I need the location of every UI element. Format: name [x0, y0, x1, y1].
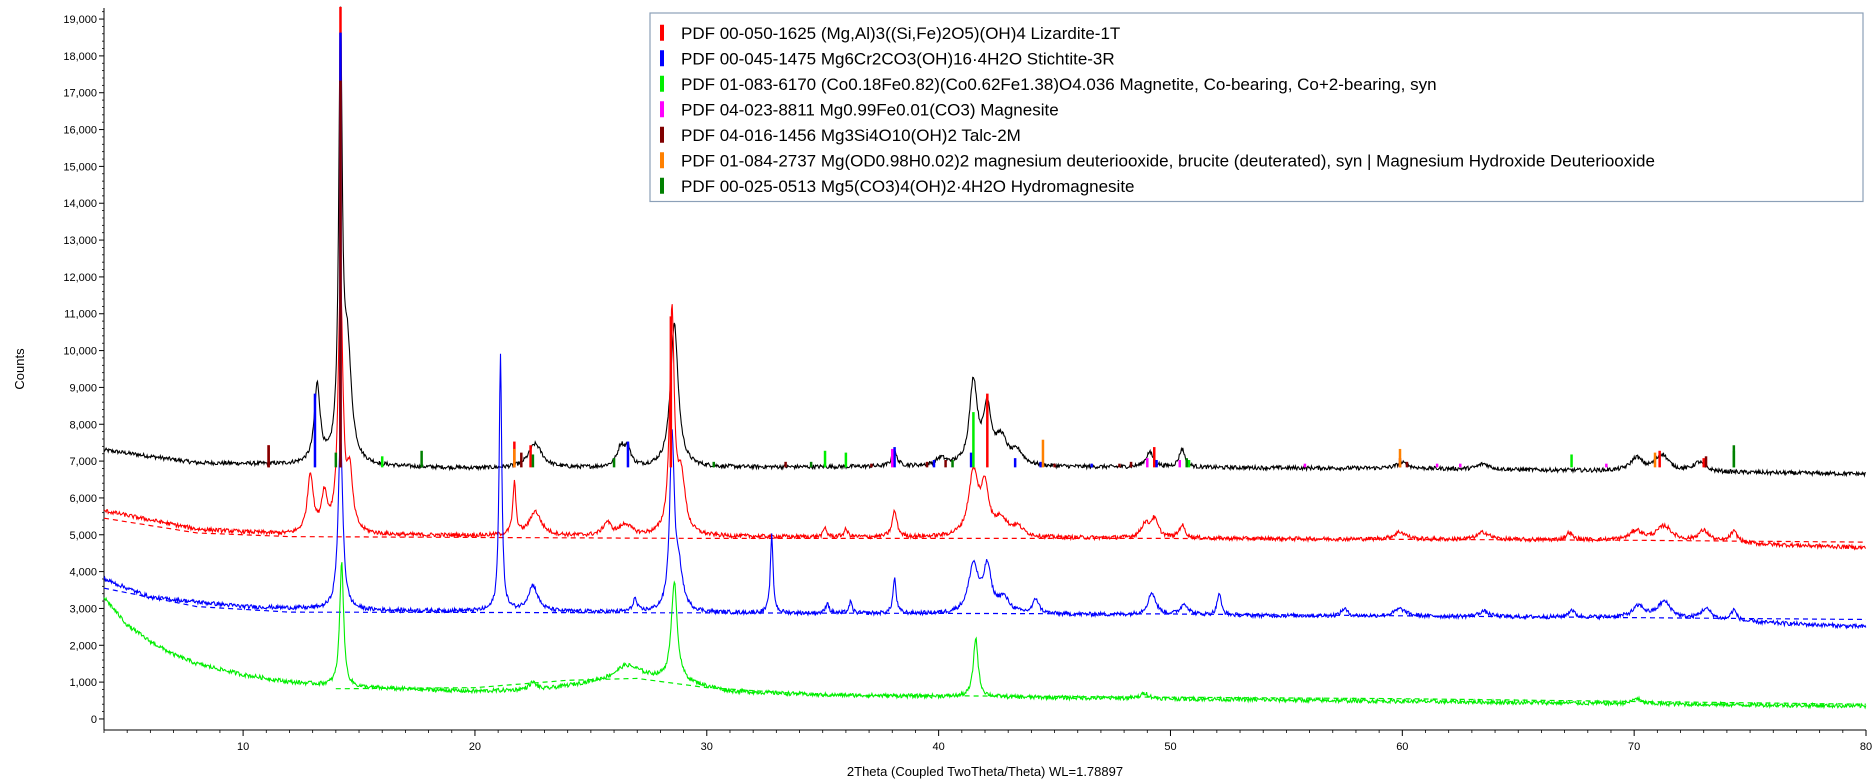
y-tick-label: 18,000 [63, 51, 97, 63]
legend-entry: PDF 01-083-6170 (Co0.18Fe0.82)(Co0.62Fe1… [681, 75, 1437, 94]
x-tick-label: 50 [1164, 741, 1176, 753]
legend-entry: PDF 00-045-1475 Mg6Cr2CO3(OH)16·4H2O Sti… [681, 49, 1115, 68]
x-tick-label: 20 [469, 741, 481, 753]
y-tick-label: 15,000 [63, 161, 97, 173]
y-tick-label: 8,000 [69, 419, 97, 431]
x-tick-label: 70 [1628, 741, 1640, 753]
y-tick-label: 17,000 [63, 88, 97, 100]
x-tick-label: 60 [1396, 741, 1408, 753]
x-axis-title: 2Theta (Coupled TwoTheta/Theta) WL=1.788… [847, 764, 1123, 779]
y-tick-label: 4,000 [69, 567, 97, 579]
y-tick-label: 0 [91, 714, 97, 726]
x-tick-label: 40 [933, 741, 945, 753]
y-tick-label: 9,000 [69, 382, 97, 394]
y-tick-label: 12,000 [63, 272, 97, 284]
background-curves [103, 517, 1867, 705]
legend-marker [660, 101, 664, 118]
background-curve [335, 677, 1867, 705]
legend: PDF 00-050-1625 (Mg,Al)3((Si,Fe)2O5)(OH)… [649, 12, 1864, 203]
y-tick-label: 11,000 [64, 309, 97, 321]
y-tick-label: 19,000 [63, 14, 97, 26]
axes: 0 1,000 2,000 3,000 4,000 5,000 6,000 7,000 8,00… [63, 8, 1872, 753]
background-curve [103, 517, 1866, 543]
y-tick-label: 1,000 [69, 677, 97, 689]
series-line [103, 353, 1867, 630]
series-line [103, 275, 1867, 551]
y-tick-label: 5,000 [69, 530, 97, 542]
legend-box [649, 12, 1864, 203]
y-tick-label: 7,000 [69, 456, 97, 468]
legend-marker [660, 152, 664, 169]
x-tick-label: 80 [1860, 741, 1872, 753]
legend-marker [660, 75, 664, 92]
y-tick-label: 16,000 [63, 125, 97, 137]
series-line [103, 562, 1867, 710]
legend-marker [660, 50, 664, 67]
legend-marker [660, 24, 664, 41]
y-tick-label: 3,000 [69, 603, 97, 615]
legend-marker [660, 177, 664, 194]
series-group [103, 6, 1867, 710]
y-tick-label: 2,000 [69, 640, 97, 652]
y-tick-label: 10,000 [63, 346, 97, 358]
reference-lines [267, 6, 1736, 468]
y-axis-title: Counts [12, 348, 27, 390]
x-tick-label: 30 [701, 741, 713, 753]
legend-entry: PDF 04-016-1456 Mg3Si4O10(OH)2 Talc-2M [681, 126, 1021, 145]
y-tick-label: 13,000 [63, 235, 97, 247]
legend-entry: PDF 00-025-0513 Mg5(CO3)4(OH)2·4H2O Hydr… [681, 177, 1135, 196]
y-tick-label: 6,000 [69, 493, 97, 505]
legend-entry: PDF 01-084-2737 Mg(OD0.98H0.02)2 magnesi… [681, 151, 1655, 170]
legend-marker [660, 126, 664, 143]
background-curve [103, 587, 1867, 621]
legend-entry: PDF 04-023-8811 Mg0.99Fe0.01(CO3) Magnes… [681, 100, 1059, 119]
y-tick-label: 14,000 [63, 198, 97, 210]
x-tick-label: 10 [237, 741, 249, 753]
legend-entry: PDF 00-050-1625 (Mg,Al)3((Si,Fe)2O5)(OH)… [681, 24, 1120, 43]
series-line [103, 6, 1866, 478]
